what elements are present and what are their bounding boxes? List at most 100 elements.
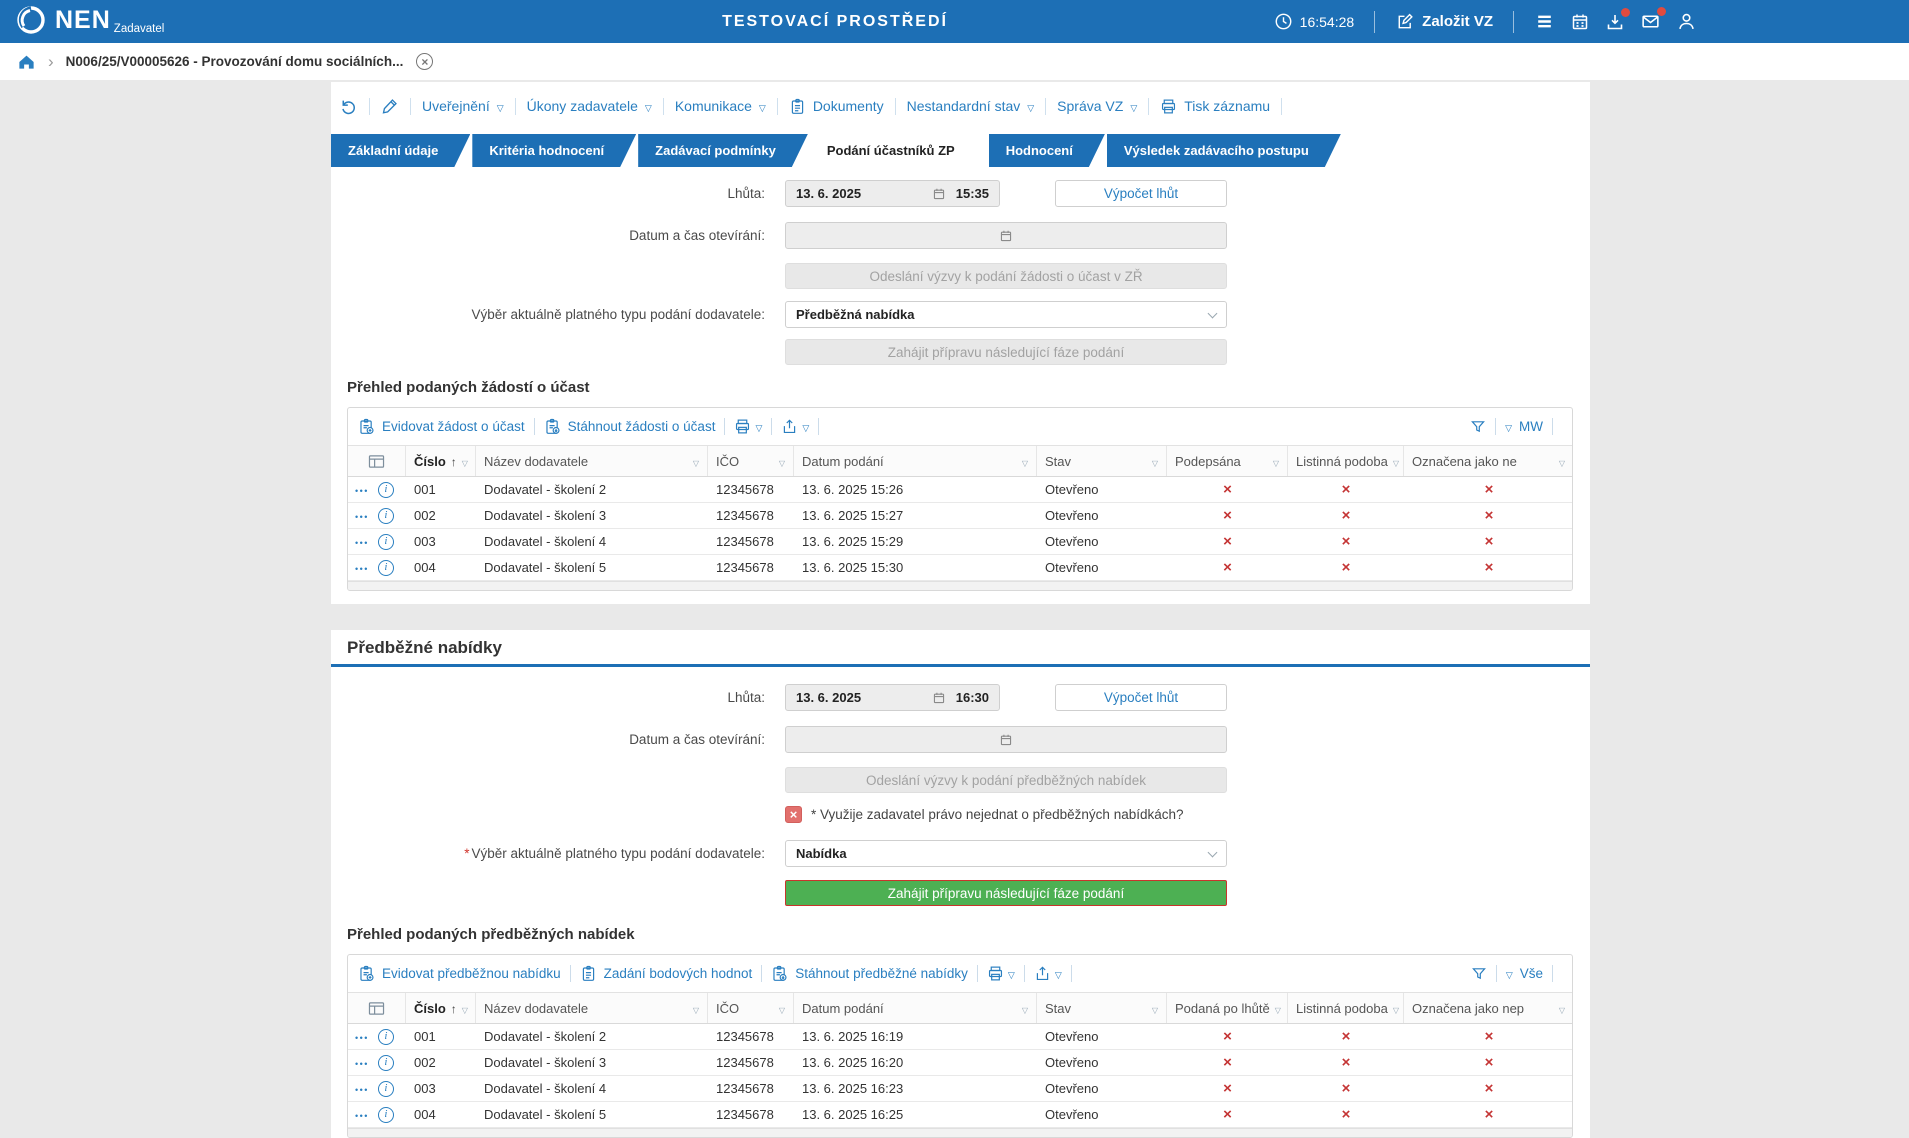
column-header[interactable]: Podepsána [1167,446,1288,476]
row-info-icon[interactable] [377,481,394,498]
close-tab-icon[interactable] [416,53,434,70]
view-selector[interactable]: Vše [1506,966,1543,981]
row-menu-icon[interactable] [355,534,369,549]
deadline-datetime-field[interactable]: 13. 6. 2025 15:35 [785,180,1000,207]
horizontal-scrollbar[interactable] [348,581,1572,590]
send-request-button[interactable]: Odeslání výzvy k podání žádosti o účast … [785,263,1227,289]
column-header[interactable]: IČO [708,446,794,476]
calendar-icon[interactable] [999,229,1013,243]
row-menu-icon[interactable] [355,508,369,523]
export-menu-button[interactable] [1034,965,1062,982]
nen-logo[interactable]: NEN Zadavatel [14,3,164,37]
column-filter-icon[interactable] [1152,454,1158,469]
calendar-icon[interactable] [932,187,946,201]
table-row[interactable]: 003 Dodavatel - školení 4 12345678 13. 6… [348,529,1572,555]
toolbar-menu-item[interactable]: Nestandardní stav [907,98,1035,114]
table-action-button[interactable]: Evidovat žádost o účast [358,418,525,435]
horizontal-scrollbar[interactable] [348,1128,1572,1137]
tab[interactable]: Zadávací podmínky [638,134,808,167]
breadcrumb-item[interactable]: N006/25/V00005626 - Provozování domu soc… [65,54,404,69]
column-filter-icon[interactable] [1393,454,1399,469]
column-header[interactable]: Označena jako nep [1404,993,1572,1023]
table-action-button[interactable]: Stáhnout předběžné nabídky [771,965,968,982]
calendar-icon[interactable] [1570,12,1590,32]
table-row[interactable]: 002 Dodavatel - školení 3 12345678 13. 6… [348,503,1572,529]
opening-datetime-field[interactable] [785,726,1227,753]
table-row[interactable]: 004 Dodavatel - školení 5 12345678 13. 6… [348,555,1572,581]
table-action-button[interactable]: Evidovat předběžnou nabídku [358,965,561,982]
column-filter-icon[interactable] [1559,454,1565,469]
row-menu-icon[interactable] [355,1055,369,1070]
calendar-icon[interactable] [999,733,1013,747]
table-row[interactable]: 001 Dodavatel - školení 2 12345678 13. 6… [348,1024,1572,1050]
toolbar-menu-item[interactable]: Uveřejnění [422,98,504,114]
column-header[interactable]: Listinná podoba [1288,993,1404,1023]
column-filter-icon[interactable] [1022,454,1028,469]
column-header[interactable]: Číslo [406,446,476,476]
column-filter-icon[interactable] [1559,1001,1565,1016]
menu-icon[interactable] [1534,11,1555,32]
user-icon[interactable] [1676,11,1697,32]
tab[interactable]: Podání účastníků ZP [810,134,987,167]
row-menu-icon[interactable] [355,1107,369,1122]
column-header[interactable]: Podaná po lhůtě [1167,993,1288,1023]
column-filter-icon[interactable] [1275,1001,1281,1016]
row-menu-icon[interactable] [355,1029,369,1044]
row-info-icon[interactable] [377,1028,394,1045]
column-filter-icon[interactable] [693,454,699,469]
print-menu-button[interactable] [987,965,1015,982]
column-header[interactable]: Stav [1037,446,1167,476]
toolbar-menu-item[interactable]: Dokumenty [789,98,884,115]
column-filter-icon[interactable] [1393,1001,1399,1016]
filter-icon[interactable] [1471,966,1487,982]
column-header[interactable]: Datum podání [794,993,1037,1023]
tab[interactable]: Výsledek zadávacího postupu [1107,134,1341,167]
boolean-no-checkbox[interactable] [785,806,802,823]
create-vz-button[interactable]: Založit VZ [1395,12,1493,31]
toolbar-menu-item[interactable]: Úkony zadavatele [527,98,652,114]
row-menu-icon[interactable] [355,482,369,497]
toolbar-menu-item[interactable]: Komunikace [675,98,766,114]
deadline-datetime-field[interactable]: 13. 6. 2025 16:30 [785,684,1000,711]
row-info-icon[interactable] [377,1054,394,1071]
column-filter-icon[interactable] [779,1001,785,1016]
row-info-icon[interactable] [377,533,394,550]
column-filter-icon[interactable] [1152,1001,1158,1016]
home-icon[interactable] [17,52,36,71]
column-filter-icon[interactable] [462,1001,468,1016]
column-header[interactable]: Název dodavatele [476,993,708,1023]
toolbar-menu-item[interactable]: Správa VZ [1057,98,1137,114]
calendar-icon[interactable] [932,691,946,705]
column-header[interactable]: Listinná podoba [1288,446,1404,476]
column-filter-icon[interactable] [779,454,785,469]
tab[interactable]: Hodnocení [989,134,1105,167]
table-row[interactable]: 004 Dodavatel - školení 5 12345678 13. 6… [348,1102,1572,1128]
row-info-icon[interactable] [377,507,394,524]
column-header[interactable]: Označena jako ne [1404,446,1572,476]
filter-icon[interactable] [1470,419,1486,435]
toolbar-menu-item[interactable]: Tisk záznamu [1160,98,1270,115]
column-filter-icon[interactable] [462,454,468,469]
column-header[interactable]: IČO [708,993,794,1023]
mail-icon[interactable] [1640,7,1666,32]
view-selector[interactable]: MW [1505,419,1543,434]
column-filter-icon[interactable] [693,1001,699,1016]
table-row[interactable]: 003 Dodavatel - školení 4 12345678 13. 6… [348,1076,1572,1102]
column-filter-icon[interactable] [1273,454,1279,469]
tab[interactable]: Kritéria hodnocení [472,134,636,167]
column-settings-header[interactable] [348,446,406,476]
row-menu-icon[interactable] [355,560,369,575]
tab[interactable]: Základní údaje [331,134,470,167]
next-phase-button[interactable]: Zahájit přípravu následující fáze podání [785,339,1227,365]
table-row[interactable]: 001 Dodavatel - školení 2 12345678 13. 6… [348,477,1572,503]
column-settings-header[interactable] [348,993,406,1023]
calc-deadlines-button[interactable]: Výpočet lhůt [1055,684,1227,711]
print-menu-button[interactable] [734,418,762,435]
column-header[interactable]: Číslo [406,993,476,1023]
table-action-button[interactable]: Zadání bodových hodnot [580,965,752,982]
submission-type-select[interactable]: Nabídka [785,840,1227,867]
column-header[interactable]: Stav [1037,993,1167,1023]
edit-pencil-icon[interactable] [381,97,399,115]
column-filter-icon[interactable] [1022,1001,1028,1016]
column-header[interactable]: Datum podání [794,446,1037,476]
